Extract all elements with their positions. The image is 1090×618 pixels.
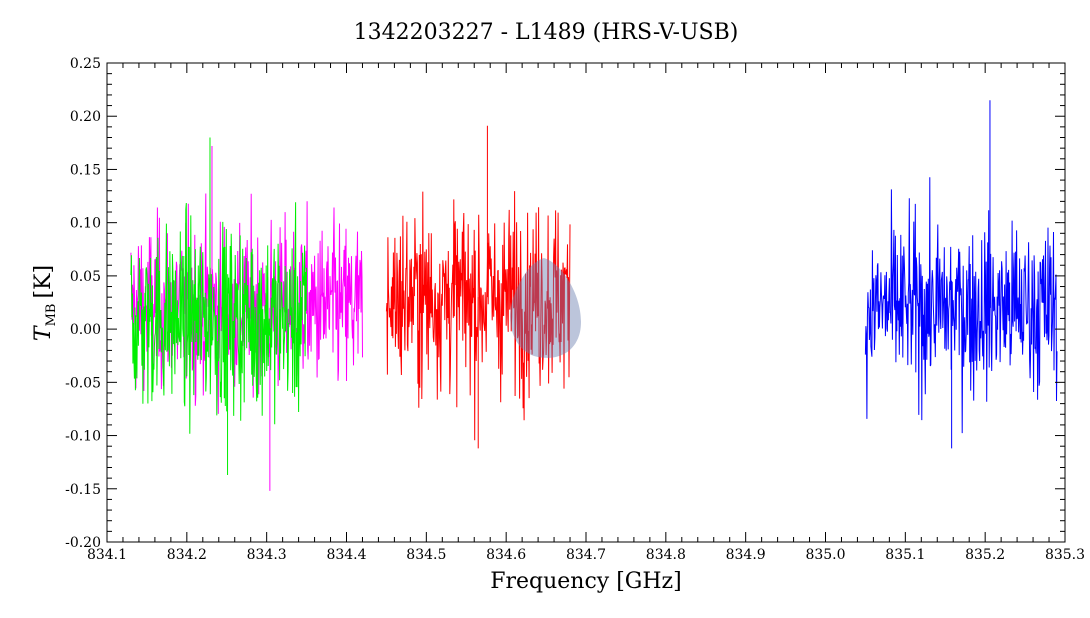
x-tick-label: 834.7 (566, 547, 606, 563)
y-axis: -0.20 -0.15 -0.10 -0.05 0.00 0.05 0.10 0.15 0.20… (65, 56, 1065, 551)
x-tick-label: 835.0 (805, 547, 845, 563)
x-tick-label: 834.1 (87, 547, 127, 563)
x-tick-label: 834.9 (726, 547, 766, 563)
y-tick-label: 0.00 (70, 322, 101, 338)
spectrum-series-line (385, 191, 571, 441)
y-tick-label: 0.15 (70, 162, 101, 178)
y-axis-label: TMB [K] (31, 265, 59, 341)
spectrum-series-line (130, 202, 308, 434)
x-tick-label: 834.3 (247, 547, 287, 563)
x-tick-label: 835.2 (965, 547, 1005, 563)
x-tick-label: 835.1 (885, 547, 925, 563)
y-tick-label: -0.15 (65, 482, 101, 498)
spectrum-series-line (864, 177, 1058, 434)
x-tick-label: 834.2 (167, 547, 207, 563)
y-tick-label: 0.20 (70, 109, 101, 125)
y-axis-label-main: T (31, 324, 56, 341)
x-tick-label: 834.4 (326, 547, 366, 563)
location-marker-icon (510, 258, 582, 358)
chart-title: 1342203227 - L1489 (HRS-V-USB) (354, 20, 739, 45)
y-tick-label: -0.10 (65, 429, 101, 445)
y-axis-label-unit: [K] (31, 265, 56, 299)
y-axis-label-subscript: MB (44, 304, 59, 327)
overlay-marker (510, 258, 582, 358)
y-tick-label: 0.05 (70, 269, 101, 285)
x-axis-label: Frequency [GHz] (490, 569, 682, 594)
x-tick-label: 834.6 (486, 547, 526, 563)
series-layer (130, 100, 1058, 491)
y-tick-label: -0.20 (65, 535, 101, 551)
y-tick-label: 0.10 (70, 216, 101, 232)
x-tick-label: 834.5 (406, 547, 446, 563)
x-tick-label: 834.8 (646, 547, 686, 563)
x-axis: 834.1 834.2 834.3 834.4 834.5 834.6 834.7 834.8… (87, 63, 1085, 563)
y-tick-label: 0.25 (70, 56, 101, 72)
x-tick-label: 835.3 (1045, 547, 1085, 563)
y-tick-label: -0.05 (65, 375, 101, 391)
